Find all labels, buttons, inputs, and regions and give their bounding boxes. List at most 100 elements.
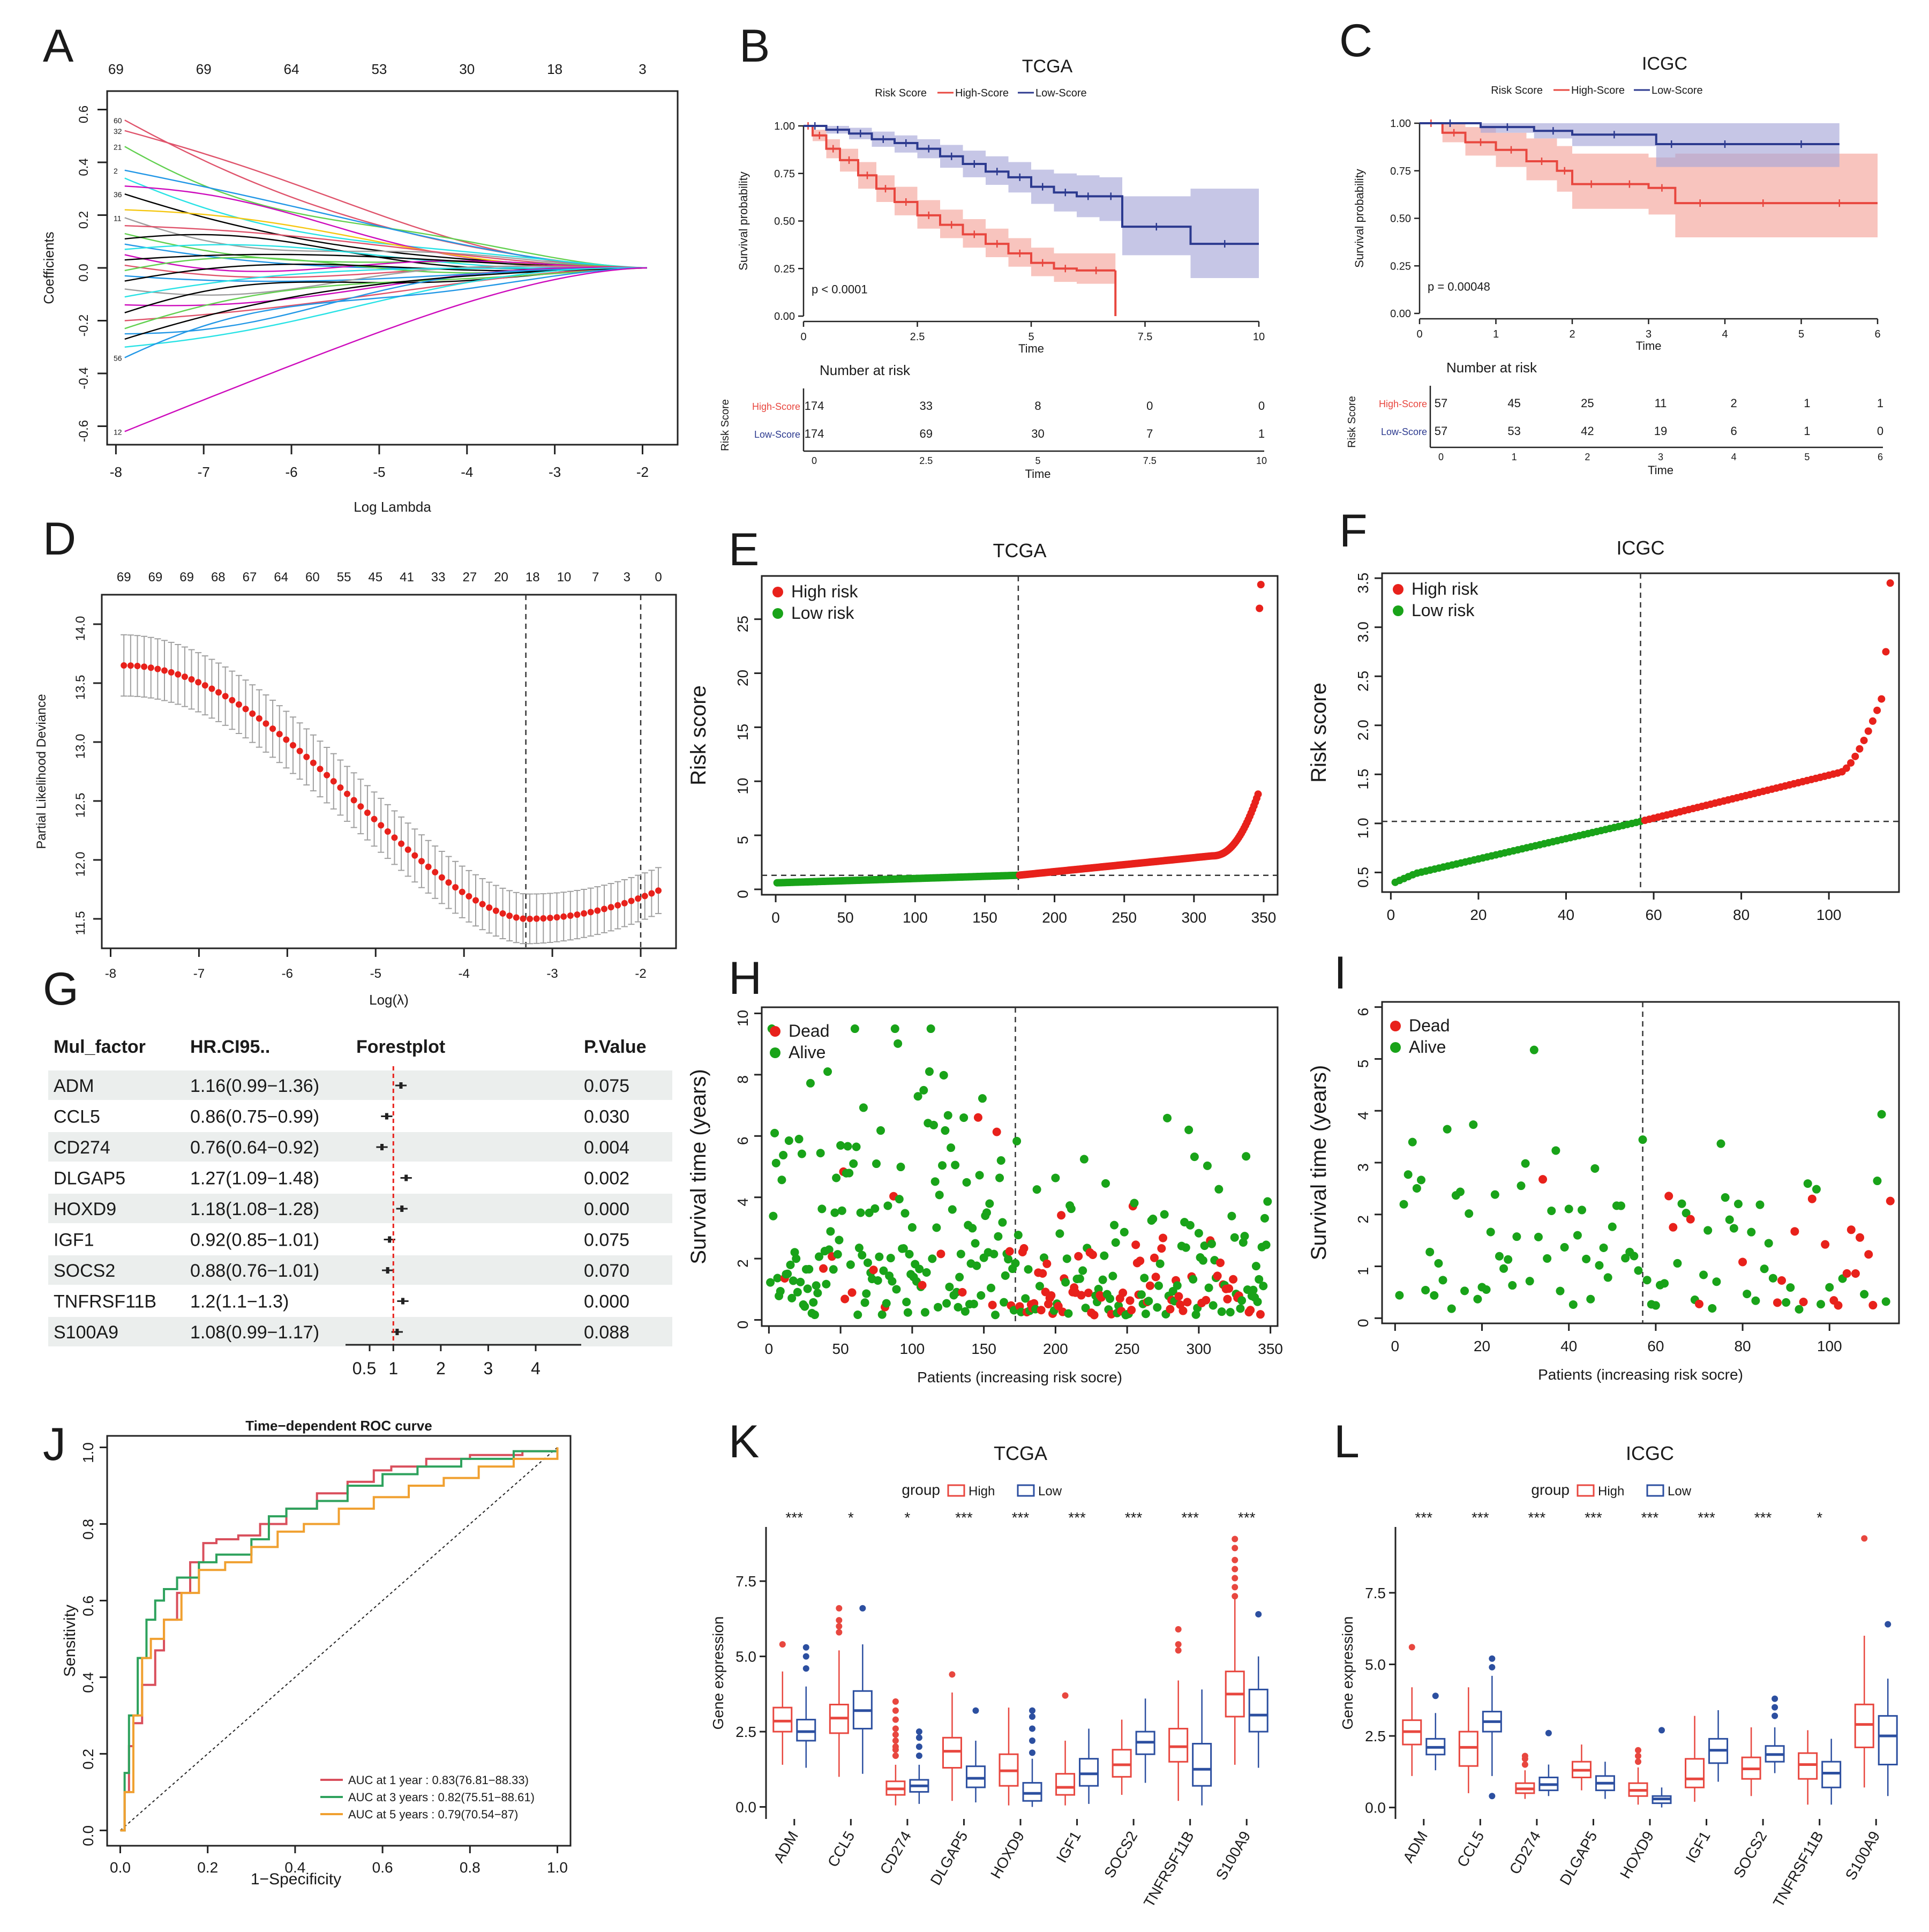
risk-point: [1860, 736, 1868, 744]
confidence-band: [804, 126, 1259, 278]
x-axis-label: Log Lambda: [354, 499, 431, 515]
x-tick-label: 200: [1043, 1341, 1068, 1357]
risk-count: 1: [1804, 424, 1810, 438]
risk-table-x-label: Time: [1648, 463, 1673, 477]
patient-point: [1249, 1285, 1258, 1294]
x-tick-label: 1: [1493, 328, 1499, 340]
legend-label: AUC at 3 years : 0.82(75.51−88.61): [348, 1791, 535, 1804]
coefficient-path: [124, 233, 647, 269]
deviance-point: [215, 689, 222, 696]
outlier-point: [1521, 1761, 1528, 1768]
patient-point: [1803, 1179, 1812, 1188]
coefficient-path: [124, 264, 647, 278]
patient-point: [996, 1156, 1005, 1165]
patient-point: [784, 1136, 793, 1145]
patient-point: [1038, 1269, 1047, 1278]
panel-letter-l: L: [1334, 1416, 1360, 1467]
patient-point: [1037, 1306, 1046, 1315]
patient-point: [992, 1127, 1001, 1136]
deviance-point: [513, 914, 520, 921]
confidence-band: [1420, 123, 1840, 167]
legend-marker: [1390, 1042, 1401, 1053]
panel-i-survival-time: 0 20 40 60 80 100 0 1 2 3 4 5 6 Patients (increasing …: [1307, 1001, 1900, 1383]
outlier-point: [1772, 1695, 1778, 1702]
hr-ci: 1.08(0.99−1.17): [190, 1322, 319, 1343]
panel-letter-a: A: [43, 20, 74, 72]
panel-letter-h: H: [729, 953, 762, 1004]
y-tick-label: -0.2: [77, 314, 91, 336]
top-count-label: 64: [274, 570, 288, 585]
box: [1168, 1727, 1189, 1763]
top-count-label: 55: [337, 570, 351, 585]
legend-marker: [1393, 584, 1403, 595]
y-tick-label: 0.50: [774, 216, 795, 228]
panel-letter-f: F: [1339, 505, 1368, 557]
forest-axis-label: 1: [388, 1359, 398, 1378]
outlier-point: [1489, 1793, 1496, 1800]
patient-point: [1064, 1309, 1073, 1318]
patient-point: [1051, 1173, 1060, 1182]
x-tick-label: 2.5: [910, 331, 925, 343]
patient-point: [1181, 1243, 1190, 1252]
patient-point: [1517, 1181, 1526, 1190]
y-axis-label: Partial Likelihood Deviance: [34, 694, 49, 849]
patient-point: [1817, 1300, 1826, 1309]
patient-point: [1159, 1233, 1167, 1242]
deviance-point: [208, 685, 215, 692]
panel-letter-k: K: [729, 1416, 759, 1467]
patient-point: [776, 1286, 785, 1296]
patient-point: [1499, 1264, 1508, 1273]
risk-time-tick: 0: [812, 455, 817, 466]
factor-name: DLGAP5: [54, 1169, 125, 1189]
significance-mark: ***: [785, 1509, 803, 1526]
x-tick-label: 350: [1251, 909, 1277, 926]
deviance-point: [574, 911, 581, 918]
patient-point: [1183, 1298, 1192, 1307]
legend-label: Low-Score: [1652, 85, 1703, 96]
patient-point: [1160, 1210, 1169, 1219]
risk-count: 53: [1507, 424, 1520, 438]
y-tick-label: 15: [734, 724, 751, 740]
risk-count: 1: [1804, 396, 1810, 410]
patient-point: [1191, 1310, 1200, 1319]
patient-point: [978, 1094, 987, 1103]
y-tick-label: 1.0: [1355, 818, 1371, 838]
patient-point: [813, 1289, 822, 1298]
risk-time-tick: 10: [1256, 455, 1267, 466]
outlier-point: [836, 1623, 843, 1630]
patient-point: [1088, 1250, 1097, 1259]
path-index-label: 2: [114, 167, 118, 175]
box: [1685, 1758, 1705, 1788]
outlier-point: [892, 1743, 899, 1750]
patient-point: [954, 1302, 963, 1312]
patient-point: [1226, 1308, 1235, 1317]
risk-row-label: High-Score: [752, 401, 800, 412]
patient-point: [960, 1307, 970, 1316]
y-tick-label: 0.2: [80, 1749, 96, 1770]
y-axis-label: Survival probability: [1353, 169, 1366, 268]
deviance-point: [296, 747, 303, 754]
patient-point: [988, 1300, 997, 1309]
deviance-point: [641, 893, 648, 900]
patient-point: [1586, 1294, 1595, 1304]
patient-point: [794, 1135, 804, 1144]
patient-point: [915, 1264, 924, 1274]
patient-point: [1747, 1227, 1756, 1237]
deviance-point: [127, 662, 134, 669]
chart-title: ICGC: [1617, 537, 1665, 559]
patient-point: [1721, 1193, 1730, 1202]
patient-point: [907, 1223, 917, 1232]
patient-point: [810, 1311, 819, 1320]
significance-mark: ***: [1415, 1509, 1432, 1526]
legend-label: Low: [1668, 1484, 1692, 1499]
deviance-point: [425, 863, 432, 870]
significance-mark: *: [1817, 1509, 1822, 1526]
patient-point: [1098, 1275, 1107, 1284]
patient-point: [1443, 1125, 1452, 1134]
patient-point: [962, 1178, 971, 1187]
patient-point: [1256, 1310, 1265, 1319]
path-index-label: 11: [114, 214, 122, 222]
patient-point: [1253, 1297, 1262, 1306]
patient-point: [1573, 1231, 1582, 1240]
deviance-point: [404, 846, 411, 853]
